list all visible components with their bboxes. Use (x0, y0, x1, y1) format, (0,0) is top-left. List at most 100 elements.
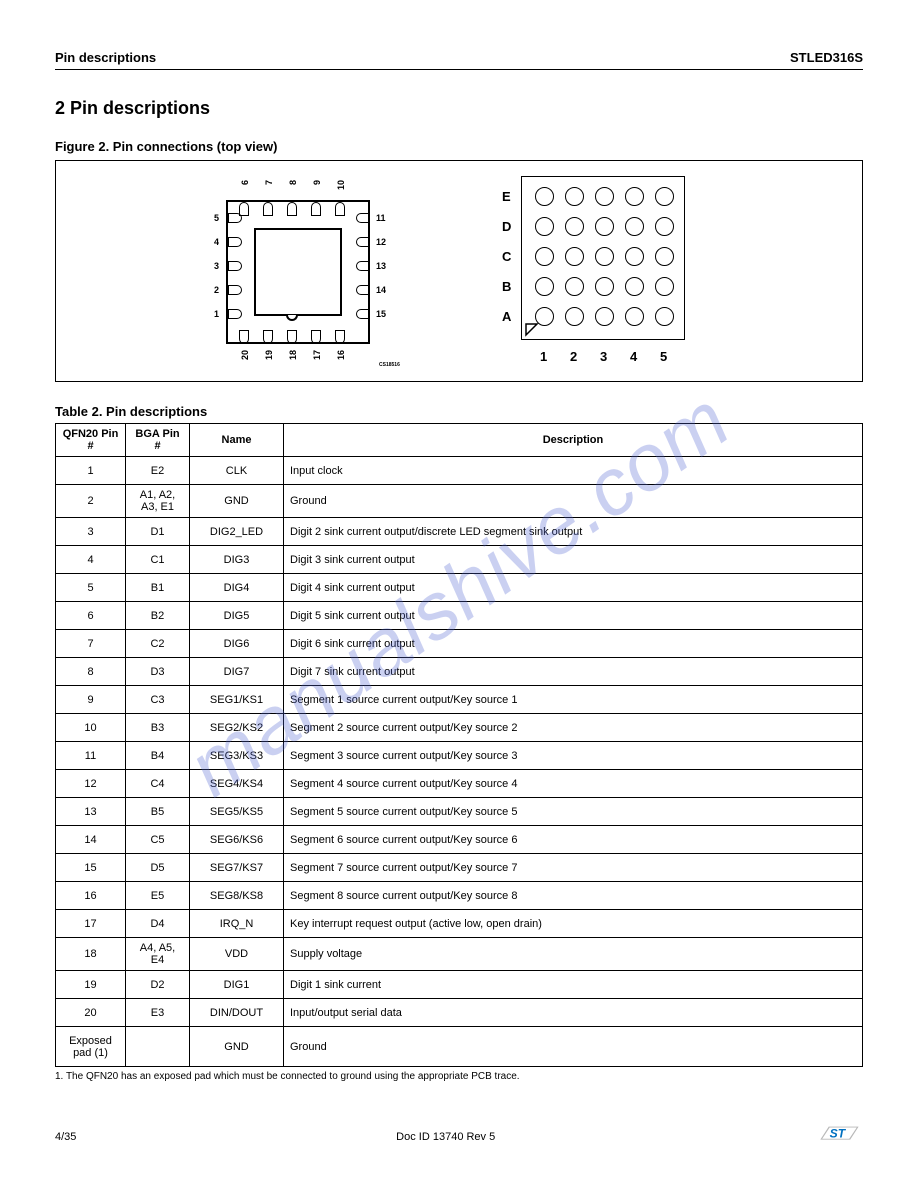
bga-ball (655, 217, 674, 236)
cell-name: DIG1 (190, 971, 284, 999)
cell-bga: C2 (126, 630, 190, 658)
header-right: STLED316S (790, 50, 863, 65)
cell-bga: A4, A5, E4 (126, 938, 190, 971)
cell-qfn: 5 (56, 574, 126, 602)
cell-desc: Input/output serial data (284, 999, 863, 1027)
bga-col-label: 2 (570, 349, 577, 364)
cell-bga: D4 (126, 910, 190, 938)
qfn-pin-label: 4 (214, 237, 219, 247)
page-number: 4/35 (55, 1131, 76, 1143)
qfn-pin-label: 11 (376, 213, 386, 223)
cell-bga: D5 (126, 854, 190, 882)
cell-desc: Segment 1 source current output/Key sour… (284, 686, 863, 714)
cell-desc: Segment 5 source current output/Key sour… (284, 798, 863, 826)
doc-id: Doc ID 13740 Rev 5 (396, 1131, 495, 1143)
qfn-pin-label: 10 (336, 180, 346, 190)
bga-ball (625, 187, 644, 206)
cell-desc: Digit 2 sink current output/discrete LED… (284, 518, 863, 546)
bga-ball (655, 187, 674, 206)
cell-bga: C3 (126, 686, 190, 714)
cell-qfn: 18 (56, 938, 126, 971)
table-row: 11B4SEG3/KS3Segment 3 source current out… (56, 742, 863, 770)
bga-ball (565, 187, 584, 206)
table-row: 12C4SEG4/KS4Segment 4 source current out… (56, 770, 863, 798)
qfn-pin-label: 14 (376, 285, 386, 295)
cell-bga: C5 (126, 826, 190, 854)
cell-qfn: 20 (56, 999, 126, 1027)
cell-qfn: 15 (56, 854, 126, 882)
table-header-row: QFN20 Pin # BGA Pin # Name Description (56, 424, 863, 457)
cell-desc: Digit 4 sink current output (284, 574, 863, 602)
table-row: 15D5SEG7/KS7Segment 7 source current out… (56, 854, 863, 882)
cell-desc: Segment 7 source current output/Key sour… (284, 854, 863, 882)
cell-name: VDD (190, 938, 284, 971)
cell-name: CLK (190, 457, 284, 485)
cell-qfn: 11 (56, 742, 126, 770)
bga-col-label: 4 (630, 349, 637, 364)
qfn-diagram: 6789102019181716543211112131415 CS18516 (136, 169, 416, 379)
table-row: 7C2DIG6Digit 6 sink current output (56, 630, 863, 658)
cell-desc: Ground (284, 485, 863, 518)
cell-name: GND (190, 485, 284, 518)
bga-ball (625, 277, 644, 296)
cell-qfn: 1 (56, 457, 126, 485)
cell-name: DIG6 (190, 630, 284, 658)
cell-qfn: 17 (56, 910, 126, 938)
bga-ball (595, 217, 614, 236)
cell-name: SEG4/KS4 (190, 770, 284, 798)
table-row: 5B1DIG4Digit 4 sink current output (56, 574, 863, 602)
bga-diagram: EDCBA 12345 (478, 171, 758, 381)
cell-desc: Digit 7 sink current output (284, 658, 863, 686)
th-qfn: QFN20 Pin # (56, 424, 126, 457)
header-left: Pin descriptions (55, 50, 156, 65)
table-row: 19D2DIG1Digit 1 sink current (56, 971, 863, 999)
cell-name: DIN/DOUT (190, 999, 284, 1027)
qfn-pin-label: 16 (336, 350, 346, 360)
cell-bga: B3 (126, 714, 190, 742)
page-header: Pin descriptions STLED316S (55, 50, 863, 70)
bga-ball (535, 277, 554, 296)
qfn-pin-label: 15 (376, 309, 386, 319)
cell-footnote: GND (190, 1027, 284, 1067)
bga-ball (565, 247, 584, 266)
cell-bga: B1 (126, 574, 190, 602)
cell-qfn: 14 (56, 826, 126, 854)
table-row: 6B2DIG5Digit 5 sink current output (56, 602, 863, 630)
cell-name: SEG5/KS5 (190, 798, 284, 826)
cell-desc: Digit 1 sink current (284, 971, 863, 999)
qfn-pin-label: 9 (312, 180, 322, 185)
bga-ball (625, 217, 644, 236)
table-row: 1E2CLKInput clock (56, 457, 863, 485)
cell-qfn: 16 (56, 882, 126, 910)
cell-name: DIG7 (190, 658, 284, 686)
cell-bga: D2 (126, 971, 190, 999)
cell-bga: E3 (126, 999, 190, 1027)
cell-desc: Digit 3 sink current output (284, 546, 863, 574)
table-caption: Table 2. Pin descriptions (55, 404, 863, 419)
cell-bga: D1 (126, 518, 190, 546)
cell-qfn: 7 (56, 630, 126, 658)
cell-name: DIG4 (190, 574, 284, 602)
cell-qfn: 9 (56, 686, 126, 714)
cell-bga: C1 (126, 546, 190, 574)
cell-desc: Segment 6 source current output/Key sour… (284, 826, 863, 854)
cell-footnote: Exposed pad (1) (56, 1027, 126, 1067)
cell-qfn: 12 (56, 770, 126, 798)
cell-bga: B2 (126, 602, 190, 630)
qfn-pin-label: 12 (376, 237, 386, 247)
bga-ball (535, 247, 554, 266)
bga-ball (625, 307, 644, 326)
cell-footnote: Ground (284, 1027, 863, 1067)
bga-row-label: C (502, 249, 511, 264)
th-bga: BGA Pin # (126, 424, 190, 457)
table-row: 3D1DIG2_LEDDigit 2 sink current output/d… (56, 518, 863, 546)
qfn-pin-label: 6 (240, 180, 250, 185)
bga-ball (625, 247, 644, 266)
cell-desc: Input clock (284, 457, 863, 485)
bga-row-label: A (502, 309, 511, 324)
qfn-pin-label: 2 (214, 285, 219, 295)
cell-desc: Digit 5 sink current output (284, 602, 863, 630)
cell-bga: C4 (126, 770, 190, 798)
page-footer: 4/35 Doc ID 13740 Rev 5 ST (55, 1121, 863, 1152)
table-row: 16E5SEG8/KS8Segment 8 source current out… (56, 882, 863, 910)
